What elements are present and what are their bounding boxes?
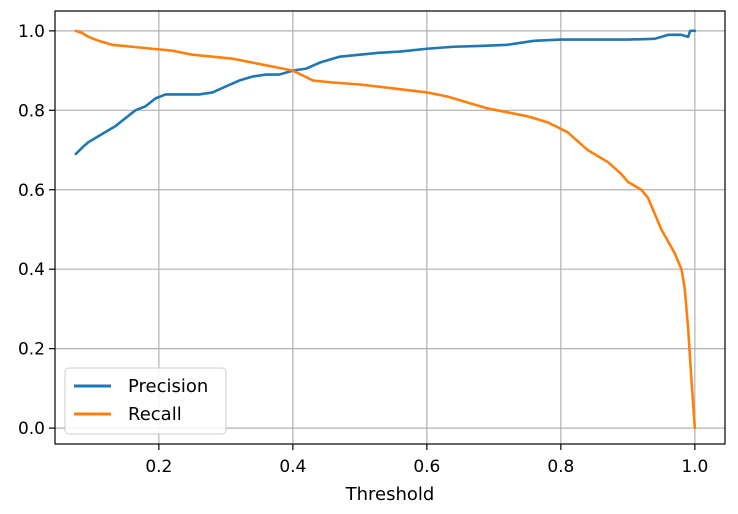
- tick-layer: 0.2 0.4 0.6 0.8 1.0 0.0 0.2 0.4 0.6 0.8 1.0: [18, 22, 708, 477]
- x-axis-label: Threshold: [345, 484, 435, 505]
- legend: Precision Recall: [64, 367, 227, 435]
- plot-frame: [54, 10, 726, 445]
- y-tick-label: 0.4: [18, 260, 45, 280]
- legend-label-recall: Recall: [128, 404, 182, 425]
- series-line-recall: [74, 29, 697, 430]
- y-tick-label: 0.2: [18, 340, 45, 360]
- series-layer: [74, 29, 697, 430]
- y-tick-label: 0.0: [18, 419, 45, 439]
- axis-layer: [54, 10, 726, 445]
- x-tick-label: 0.6: [413, 457, 440, 477]
- y-tick-label: 0.6: [18, 181, 45, 201]
- x-tick-label: 1.0: [681, 457, 708, 477]
- y-tick-label: 1.0: [18, 22, 45, 42]
- x-tick-label: 0.8: [547, 457, 574, 477]
- x-tick-label: 0.2: [145, 457, 172, 477]
- y-tick-label: 0.8: [18, 101, 45, 121]
- legend-label-precision: Precision: [128, 376, 208, 397]
- x-tick-label: 0.4: [279, 457, 306, 477]
